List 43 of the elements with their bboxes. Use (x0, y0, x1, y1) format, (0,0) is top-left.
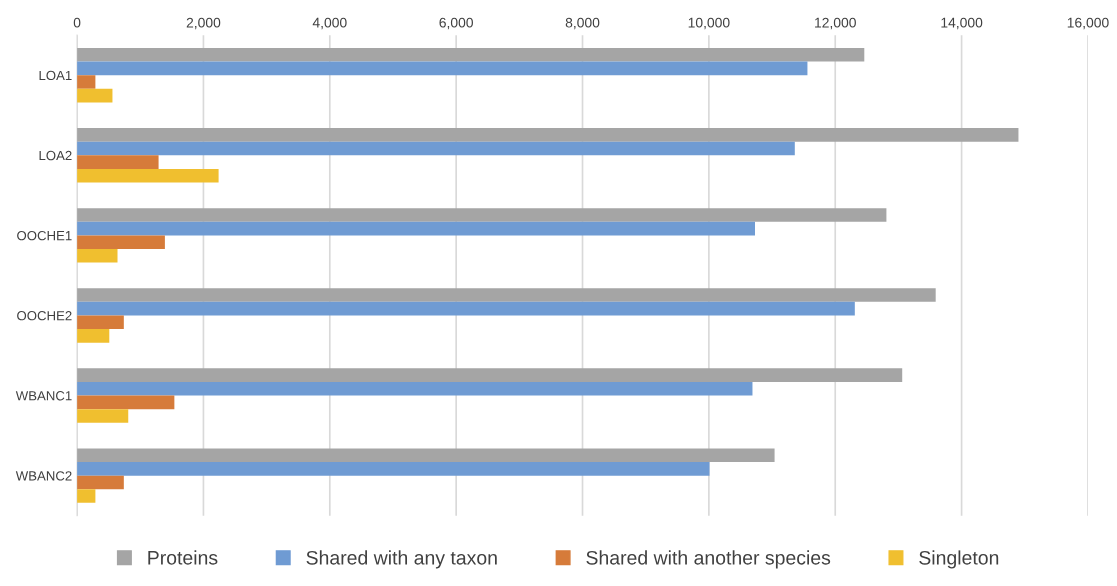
y-tick-label: LOA1 (39, 70, 72, 81)
bar (77, 155, 159, 169)
x-tick-label: 10,000 (688, 17, 730, 30)
x-tick-label: 2,000 (186, 17, 221, 30)
x-tick-label: 6,000 (439, 17, 473, 30)
bar (77, 462, 710, 476)
x-tick-label: 0 (73, 17, 81, 28)
x-tick-label: 16,000 (1067, 17, 1109, 30)
bar (77, 301, 855, 316)
bar (77, 315, 124, 330)
bar (77, 221, 755, 236)
bar (77, 61, 808, 76)
y-tick-label: WBANC1 (15, 391, 72, 401)
bar (77, 368, 903, 382)
x-tick-label: 14,000 (941, 17, 983, 30)
bar (77, 489, 96, 503)
x-tick-label: 8,000 (565, 17, 600, 30)
bar (77, 395, 175, 410)
x-tick-label: 12,000 (815, 17, 856, 30)
bar (77, 409, 129, 423)
bar (77, 288, 936, 302)
legend-label: Shared with another species (586, 550, 831, 569)
bar (77, 47, 865, 62)
bar (77, 248, 118, 263)
bar (77, 88, 113, 103)
bar (77, 475, 124, 490)
bar (77, 235, 165, 249)
y-tick-label: LOA2 (39, 150, 72, 161)
bar (77, 448, 775, 463)
bar (77, 329, 110, 343)
bar (77, 381, 753, 396)
bar (77, 75, 96, 89)
legend-label: Shared with any taxon (306, 550, 497, 569)
y-tick-label: OOCHE2 (17, 311, 72, 321)
y-tick-label: WBANC2 (15, 471, 72, 481)
bar (77, 128, 1019, 142)
bar (77, 208, 887, 222)
y-tick-label: OOCHE1 (17, 230, 72, 241)
legend-label: Proteins (148, 550, 218, 565)
legend-label: Singleton (919, 550, 999, 569)
x-tick-label: 4,000 (312, 17, 347, 30)
bar (77, 168, 219, 183)
bar (77, 141, 795, 156)
